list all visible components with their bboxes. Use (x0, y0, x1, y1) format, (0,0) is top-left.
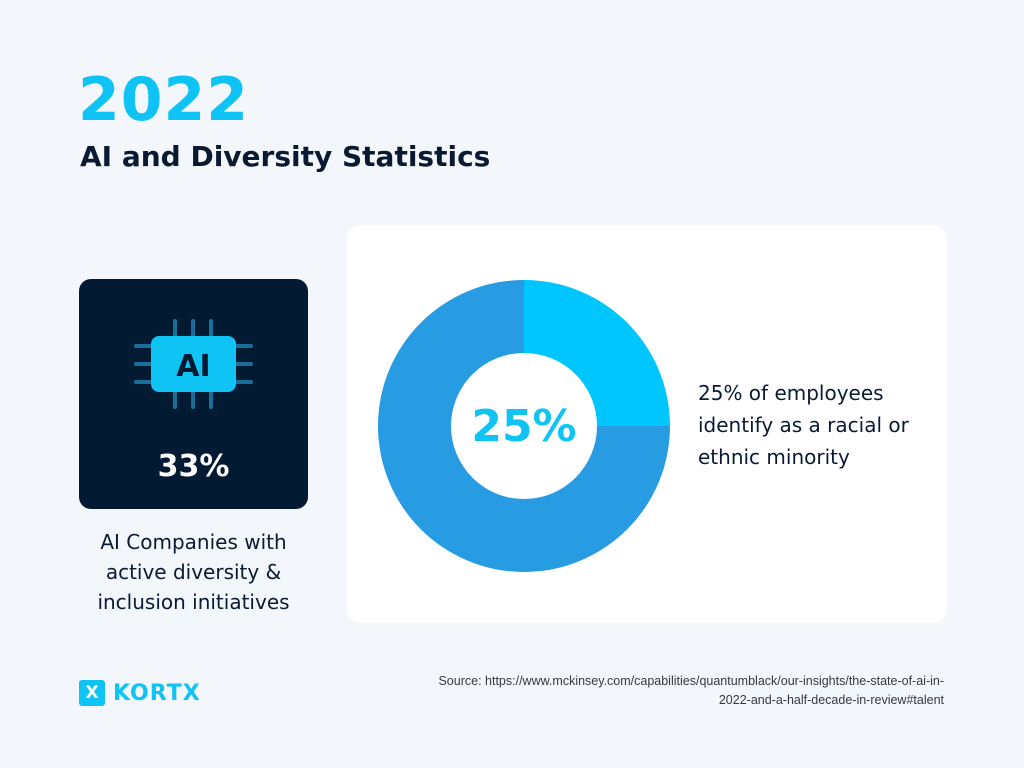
donut-center-label: 25% (471, 401, 577, 452)
source-citation: Source: https://www.mckinsey.com/capabil… (438, 674, 944, 707)
year-heading: 2022 (78, 65, 249, 135)
logo-x-icon: X (79, 680, 105, 706)
donut-caption: 25% of employees identify as a racial or… (698, 381, 909, 469)
ai-chip-icon: AI (134, 319, 253, 409)
ai-stat-caption: AI Companies with active diversity & inc… (97, 530, 290, 614)
page-title: AI and Diversity Statistics (80, 140, 491, 173)
donut-chart (378, 280, 670, 572)
donut-slice-1 (378, 280, 670, 572)
ai-stat-value: 33% (157, 449, 230, 484)
kortx-logo: X KORTX (79, 680, 201, 706)
donut-card: 25% 25% of employees identify as a racia… (347, 225, 947, 623)
donut-slice-0 (524, 280, 670, 426)
ai-chip-text: AI (176, 349, 210, 384)
logo-text: KORTX (113, 680, 201, 706)
ai-stat-card: AI (79, 279, 308, 509)
